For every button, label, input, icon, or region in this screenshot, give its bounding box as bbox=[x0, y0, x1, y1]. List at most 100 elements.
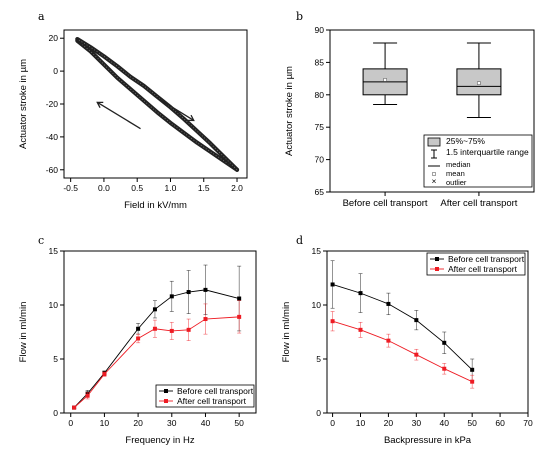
data-point bbox=[85, 393, 90, 398]
legend-marker bbox=[164, 389, 168, 393]
data-point bbox=[152, 307, 157, 312]
panel-d-x-tick-label: 10 bbox=[356, 418, 366, 428]
unloading-arrow-line bbox=[96, 101, 141, 130]
panel-b-legend bbox=[423, 134, 533, 188]
panel-a-x-tick-label: 2.0 bbox=[231, 183, 243, 193]
legend-marker bbox=[435, 267, 439, 271]
panel-d-x-tick-label: 50 bbox=[467, 418, 477, 428]
panel-d-y-axis-label: Flow in ml/min bbox=[281, 302, 292, 363]
data-point bbox=[169, 328, 174, 333]
panel-a-y-tick-label: 20 bbox=[49, 33, 59, 43]
panel-d-y-tick-label: 15 bbox=[312, 246, 322, 256]
panel-a-y-tick-label: -20 bbox=[46, 99, 59, 109]
loading-arrow-line bbox=[153, 95, 195, 121]
panel-a-y-tick-label: -40 bbox=[46, 132, 59, 142]
series-line bbox=[332, 320, 473, 383]
panel-b-category-label: After cell transport bbox=[440, 198, 517, 209]
legend-entry: 1.5 interquartile range bbox=[446, 147, 529, 157]
panel-b-y-tick-label: 65 bbox=[315, 187, 325, 197]
panel-b-y-axis-label: Actuator stroke in µm bbox=[284, 66, 295, 156]
panel-a-y-tick-label: -60 bbox=[46, 165, 59, 175]
legend-entry: After cell transport bbox=[448, 264, 518, 274]
panel-c-x-tick-label: 10 bbox=[100, 418, 110, 428]
panel-b-y-tick-label: 70 bbox=[315, 155, 325, 165]
unloading-arrow-head bbox=[96, 101, 104, 108]
hysteresis-unloading-texture bbox=[77, 38, 238, 171]
panel-c-y-tick-label: 10 bbox=[49, 300, 59, 310]
panel-c-x-tick-label: 0 bbox=[68, 418, 73, 428]
data-point bbox=[237, 314, 242, 319]
data-point bbox=[169, 294, 174, 299]
panel-c-x-tick-label: 40 bbox=[201, 418, 211, 428]
panel-c-y-tick-label: 5 bbox=[53, 354, 58, 364]
legend-entry: mean bbox=[446, 169, 465, 178]
data-point bbox=[186, 327, 191, 332]
legend-entry: Before cell transport bbox=[177, 386, 254, 396]
panel-b-category-label: Before cell transport bbox=[343, 198, 428, 209]
panel-label-b: b bbox=[296, 10, 303, 23]
legend-iqr-swatch bbox=[427, 137, 441, 147]
panel-a-x-tick-label: 0.0 bbox=[98, 183, 110, 193]
data-point bbox=[186, 290, 191, 295]
panel-c-y-axis-label: Flow in ml/min bbox=[18, 302, 29, 363]
panel-d-y-tick-label: 10 bbox=[312, 300, 322, 310]
legend-whisker-swatch bbox=[431, 149, 437, 159]
panel-a-x-tick-label: 1.0 bbox=[165, 183, 177, 193]
legend-entry: 25%~75% bbox=[446, 136, 485, 146]
legend-entry: Before cell transport bbox=[448, 254, 525, 264]
data-point bbox=[136, 326, 141, 331]
panel-b-y-tick-label: 85 bbox=[315, 57, 325, 67]
panel-d-x-tick-label: 60 bbox=[495, 418, 505, 428]
panel-d-x-tick-label: 20 bbox=[384, 418, 394, 428]
data-point bbox=[237, 296, 242, 301]
panel-d-x-tick-label: 0 bbox=[330, 418, 335, 428]
box-mean-marker bbox=[477, 81, 481, 85]
legend-mean-swatch bbox=[432, 172, 436, 176]
panel-c-y-tick-label: 15 bbox=[49, 246, 59, 256]
panel-d-y-tick-label: 0 bbox=[316, 408, 321, 418]
panel-label-d: d bbox=[296, 234, 303, 247]
panel-label-a: a bbox=[38, 10, 45, 23]
legend-entry: After cell transport bbox=[177, 396, 247, 406]
data-point bbox=[386, 301, 391, 306]
panel-label-c: c bbox=[38, 234, 44, 247]
loading-arrow-head bbox=[187, 114, 195, 122]
panel-d-x-axis-label: Backpressure in kPa bbox=[384, 435, 472, 446]
panel-a-x-axis-label: Field in kV/mm bbox=[124, 200, 187, 211]
panel-c-x-tick-label: 20 bbox=[133, 418, 143, 428]
panel-a-x-tick-label: 1.5 bbox=[198, 183, 210, 193]
data-point bbox=[386, 338, 391, 343]
data-point bbox=[152, 326, 157, 331]
hysteresis-loading-band bbox=[75, 38, 240, 172]
panel-c-x-tick-label: 50 bbox=[234, 418, 244, 428]
panel-d-x-tick-label: 70 bbox=[523, 418, 533, 428]
series-line bbox=[332, 284, 473, 371]
data-point bbox=[72, 405, 77, 410]
data-point bbox=[414, 318, 419, 323]
panel-b-y-tick-label: 75 bbox=[315, 122, 325, 132]
legend-marker bbox=[435, 257, 439, 261]
panel-b-y-tick-label: 80 bbox=[315, 90, 325, 100]
data-point bbox=[102, 372, 107, 377]
data-point bbox=[330, 319, 335, 324]
legend-entry: outlier bbox=[446, 178, 467, 187]
data-point bbox=[358, 327, 363, 332]
panel-a-x-tick-label: -0.5 bbox=[63, 183, 78, 193]
panel-d-y-tick-label: 5 bbox=[316, 354, 321, 364]
panel-c-y-tick-label: 0 bbox=[53, 408, 58, 418]
panel-b-plot-frame bbox=[329, 29, 535, 193]
panel-d-x-tick-label: 30 bbox=[412, 418, 422, 428]
panel-d-plot-frame bbox=[326, 250, 529, 414]
data-point bbox=[330, 282, 335, 287]
data-point bbox=[442, 366, 447, 371]
data-point bbox=[203, 287, 208, 292]
panel-a-y-axis-label: Actuator stroke in µm bbox=[18, 59, 29, 149]
legend-entry: median bbox=[446, 160, 471, 169]
panel-c-plot-frame bbox=[63, 250, 257, 414]
panel-d-x-tick-label: 40 bbox=[440, 418, 450, 428]
panel-c-x-axis-label: Frequency in Hz bbox=[125, 435, 194, 446]
data-point bbox=[414, 352, 419, 357]
data-point bbox=[470, 379, 475, 384]
data-point bbox=[442, 340, 447, 345]
